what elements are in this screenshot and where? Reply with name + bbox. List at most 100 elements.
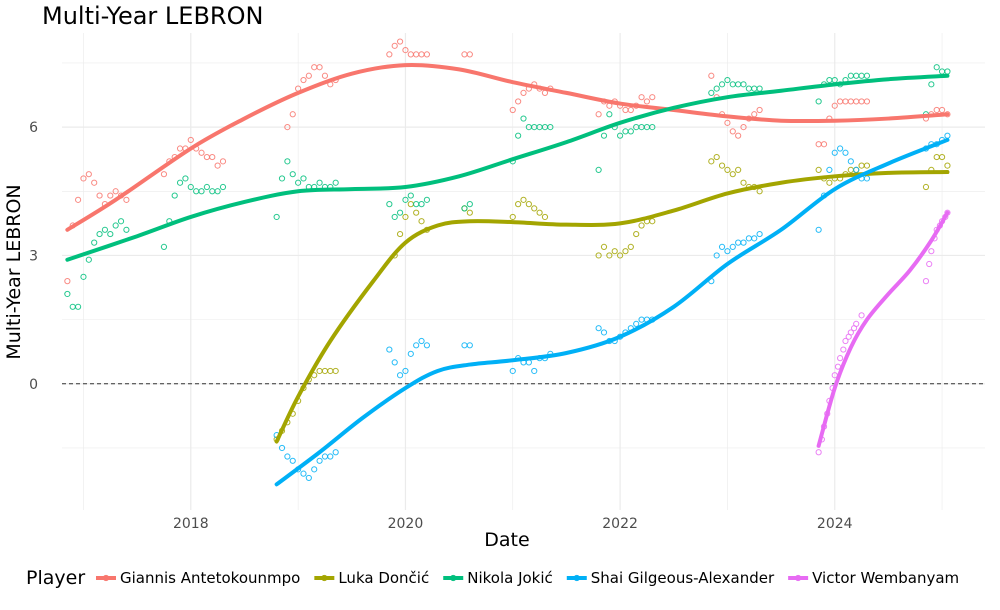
data-point [751,235,758,242]
data-point [123,196,130,203]
data-point [531,205,538,212]
data-point [713,153,720,161]
data-point [117,218,125,225]
data-point [718,162,726,169]
data-point [396,372,404,379]
data-point [203,153,210,161]
legend-key-point [450,574,457,582]
data-point [826,179,833,186]
data-point [278,444,286,452]
data-point [751,85,758,92]
data-point [187,183,194,191]
data-point [187,136,194,144]
data-point [842,337,849,345]
data-point [515,132,522,139]
data-point [413,51,420,58]
data-point [751,111,758,118]
data-point [74,303,82,310]
data-point [402,47,409,54]
data-point [926,260,933,268]
data-point [928,248,935,255]
series-4 [815,209,951,456]
data-point [718,81,726,88]
data-point [396,38,404,45]
data-point [112,188,119,195]
data-point [724,248,731,255]
data-point [944,162,951,169]
x-tick-label: 2022 [602,516,638,532]
data-point [321,367,329,375]
data-point [536,209,543,216]
data-point [649,218,656,225]
data-point [724,76,731,84]
data-point [622,106,629,114]
data-point [300,470,307,477]
x-axis-title: Date [484,529,529,551]
data-point [332,367,339,375]
data-point [938,106,946,114]
data-point [595,166,602,173]
data-point [842,149,849,156]
data-point [509,106,516,114]
data-point [735,239,742,246]
data-point [413,342,420,349]
data-point [461,205,468,212]
data-point [386,51,393,58]
data-point [407,350,414,357]
data-point [91,239,98,246]
y-tick-label: 3 [29,248,38,264]
y-axis-title: Multi-Year LEBRON [3,184,25,359]
data-point [160,243,168,251]
data-point [815,141,822,148]
data-point [756,106,763,114]
data-point [649,124,656,131]
data-point [96,230,103,238]
data-point [616,132,624,139]
data-point [616,252,624,259]
data-point [740,81,747,88]
data-point [837,98,844,105]
data-point [724,119,731,126]
data-point [708,89,715,96]
data-point [600,329,608,336]
y-tick-label: 6 [29,120,38,136]
data-point [815,98,822,105]
legend-key-point [321,574,328,582]
data-point [740,239,747,246]
data-point [396,209,404,216]
data-point [627,243,634,251]
data-point [735,81,742,88]
data-point [332,179,339,186]
data-point [858,98,865,105]
legend-label: Shai Gilgeous-Alexander [591,569,775,587]
legend-item: Shai Gilgeous-Alexander [566,569,775,587]
data-point [853,72,860,79]
data-point [418,337,425,345]
data-point [708,72,715,79]
data-point [413,209,420,216]
data-point [840,346,847,353]
data-point [938,153,946,161]
data-point [708,158,715,165]
data-point [289,171,296,178]
data-point [123,226,130,233]
data-point [219,183,227,191]
data-point [729,128,736,135]
data-point [423,51,431,58]
data-point [176,145,184,152]
data-point [740,124,747,131]
x-tick-label: 2018 [173,516,209,532]
data-point [933,64,940,71]
legend: Player Giannis Antetokounmpo Luka Dončić N… [26,567,959,589]
data-point [729,81,736,88]
data-point [284,158,291,165]
data-point [649,94,656,101]
data-point [278,175,286,182]
data-point [305,474,312,482]
data-point [316,179,323,186]
data-point [633,230,640,238]
series-1 [273,153,951,443]
data-point [316,64,323,71]
data-point [311,466,318,473]
